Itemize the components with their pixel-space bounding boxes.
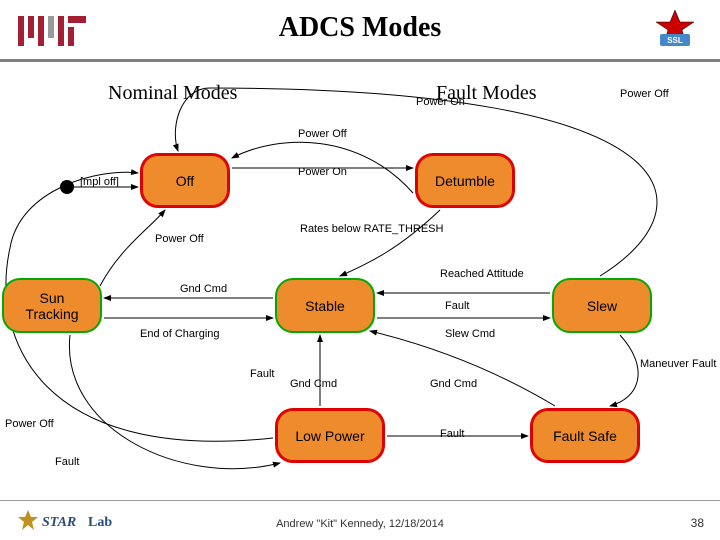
edge-label-12: Gnd Cmd — [290, 378, 337, 390]
node-stable: Stable — [275, 278, 375, 333]
svg-text:Lab: Lab — [88, 515, 112, 530]
edge-label-4: Power Off — [620, 88, 669, 100]
edge-label-8: End of Charging — [140, 328, 220, 340]
node-suntrack: Sun Tracking — [2, 278, 102, 333]
mit-logo — [18, 12, 90, 50]
edge-label-10: Reached Attitude — [440, 268, 524, 280]
footer: STAR Lab Andrew "Kit" Kennedy, 12/18/201… — [0, 500, 720, 540]
node-lowpower: Low Power — [275, 408, 385, 463]
edge-label-7: Gnd Cmd — [180, 283, 227, 295]
node-slew: Slew — [552, 278, 652, 333]
edge-label-1: Power On — [298, 166, 347, 178]
edge-label-3: Power Off — [155, 233, 204, 245]
header: ADCS Modes SSL — [0, 0, 720, 62]
node-faultsafe: Fault Safe — [530, 408, 640, 463]
ssl-logo: SSL — [650, 8, 700, 50]
footer-text: Andrew "Kit" Kennedy, 12/18/2014 — [276, 518, 444, 530]
edge-label-5: Power Off — [5, 418, 54, 430]
edge-label-13: Gnd Cmd — [430, 378, 477, 390]
edge-label-6: Rates below RATE_THRESH — [300, 223, 443, 235]
edge-label-0: [mpl off] — [80, 176, 119, 188]
starlab-logo: STAR Lab — [18, 508, 138, 534]
svg-text:SSL: SSL — [667, 36, 683, 45]
slide: ADCS Modes SSL Nominal Modes Fault Modes… — [0, 0, 720, 540]
page-title: ADCS Modes — [279, 12, 442, 44]
svg-text:STAR: STAR — [42, 515, 76, 530]
edge-label-16: Fault — [55, 456, 79, 468]
edge-label-18: Power On — [416, 96, 465, 108]
edge-label-9: Slew Cmd — [445, 328, 495, 340]
start-state — [60, 180, 74, 194]
edge-label-15: Fault — [250, 368, 274, 380]
node-detumble: Detumble — [415, 153, 515, 208]
edge-label-11: Fault — [445, 300, 469, 312]
node-off: Off — [140, 153, 230, 208]
edge-label-17: Maneuver Fault — [640, 358, 716, 370]
edge-label-14: Fault — [440, 428, 464, 440]
state-diagram: Off Detumble Sun Tracking Stable Slew Low Pow… — [0, 68, 720, 488]
page-number: 38 — [691, 516, 704, 530]
edge-label-2: Power Off — [298, 128, 347, 140]
